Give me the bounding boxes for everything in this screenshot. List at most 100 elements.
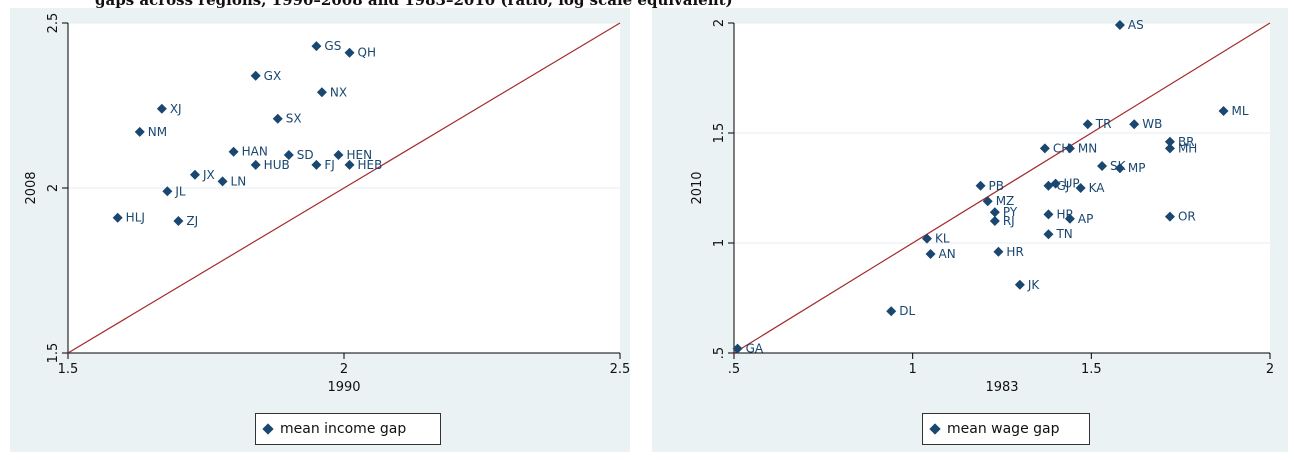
data-point-jx: [189, 169, 200, 180]
y-tick-label: 2: [712, 19, 727, 27]
point-label-jx: JX: [202, 168, 215, 182]
point-label-ga: GA: [746, 342, 764, 356]
data-point-ln: [217, 176, 228, 187]
data-point-ml: [1218, 106, 1229, 116]
point-label-jl: JL: [174, 184, 186, 198]
y-tick-label: 2: [46, 184, 61, 192]
x-tick-label: 1: [909, 362, 917, 377]
point-label-tn: TN: [1055, 227, 1072, 241]
data-point-br: [1164, 136, 1175, 147]
data-point-py: [989, 207, 1000, 218]
income-gap-legend: mean income gap: [255, 413, 441, 445]
data-point-hen: [333, 150, 344, 160]
point-label-ln: LN: [231, 174, 247, 188]
data-point-mz: [982, 196, 993, 207]
diamond-marker-icon: [262, 423, 274, 435]
point-label-xj: XJ: [170, 102, 182, 116]
point-label-qh: QH: [358, 46, 376, 60]
point-label-as: AS: [1128, 18, 1144, 32]
data-point-heb: [344, 159, 355, 170]
point-label-ch: CH: [1053, 141, 1070, 155]
x-axis-title: 1990: [327, 380, 360, 395]
point-label-fj: FJ: [324, 158, 334, 172]
data-point-hp: [1043, 209, 1054, 220]
point-label-wb: WB: [1142, 117, 1162, 131]
data-point-gj: [1043, 180, 1054, 191]
data-point-tn: [1043, 229, 1054, 240]
data-point-gs: [311, 41, 322, 52]
point-label-mz: MZ: [996, 194, 1015, 208]
point-label-sd: SD: [297, 148, 314, 162]
point-label-zj: ZJ: [186, 214, 198, 228]
data-point-mn: [1064, 143, 1075, 154]
x-tick-label: 1.5: [58, 362, 79, 377]
point-label-kl: KL: [935, 232, 950, 246]
point-label-mh: MH: [1178, 141, 1197, 155]
data-point-jl: [162, 186, 173, 197]
data-point-sx: [272, 113, 283, 124]
legend-label: mean wage gap: [947, 421, 1060, 437]
data-point-zj: [173, 216, 184, 226]
y-axis-title: 2010: [690, 171, 705, 204]
reference-line: [733, 22, 1271, 354]
point-label-an: AN: [939, 247, 956, 261]
wage-gap-scatter-plot: .511.52.511.5219832010ASMLTRWBBRMHCHMNSK…: [690, 18, 1274, 395]
point-label-br: BR: [1178, 135, 1195, 149]
data-point-hlj: [112, 212, 123, 223]
income-gap-scatter-plot: 1.5 2 2.5 1.5 2 2.5 1990 2008 GS QH GX NX XJ SX NM HAN S…: [24, 13, 630, 395]
data-point-qh: [344, 47, 355, 58]
data-point-nx: [316, 87, 327, 98]
reference-line: [67, 22, 621, 354]
point-label-pb: PB: [989, 179, 1004, 193]
point-label-nx: NX: [330, 85, 347, 99]
x-tick-label: 2: [1266, 362, 1274, 377]
point-label-or: OR: [1178, 210, 1196, 224]
diamond-marker-icon: [929, 423, 941, 435]
point-label-sx: SX: [286, 112, 302, 126]
data-point-hub: [250, 159, 261, 170]
data-point-xj: [156, 103, 167, 114]
data-point-ap: [1064, 213, 1075, 224]
point-label-mp: MP: [1128, 161, 1146, 175]
point-label-hr: HR: [1006, 245, 1023, 259]
x-tick-label: 2.5: [610, 362, 630, 377]
y-tick-label: 2.5: [46, 13, 61, 34]
y-tick-label: .5: [712, 347, 727, 359]
data-point-fj: [311, 159, 322, 170]
data-point-hr: [993, 246, 1004, 257]
point-label-mn: MN: [1078, 141, 1097, 155]
x-tick-label: 1.5: [1081, 362, 1102, 377]
point-label-py: PY: [1003, 205, 1018, 219]
point-label-ka: KA: [1089, 181, 1106, 195]
point-label-nm: NM: [148, 125, 167, 139]
data-point-ch: [1039, 143, 1050, 154]
data-point-ga: [732, 343, 743, 354]
data-point-wb: [1129, 119, 1140, 130]
data-point-jk: [1014, 279, 1025, 290]
cropped-header: gaps across regions, 1990–2008 and 1983–…: [0, 0, 1294, 8]
data-point-up: [1050, 178, 1061, 189]
data-point-mp: [1114, 163, 1125, 174]
cropped-header-text: gaps across regions, 1990–2008 and 1983–…: [95, 0, 1294, 8]
point-label-tr: TR: [1095, 117, 1112, 131]
point-label-gs: GS: [324, 39, 341, 53]
data-point-sd: [283, 150, 294, 160]
point-label-dl: DL: [899, 304, 915, 318]
x-tick-label: 2: [340, 362, 348, 377]
data-point-dl: [886, 306, 897, 317]
point-label-han: HAN: [242, 145, 268, 159]
legend-label: mean income gap: [280, 421, 407, 437]
point-label-ap: AP: [1078, 212, 1093, 226]
data-point-kl: [921, 233, 932, 244]
point-label-hlj: HLJ: [126, 211, 145, 225]
x-axis-title: 1983: [985, 380, 1018, 395]
point-label-gx: GX: [264, 69, 282, 83]
data-point-or: [1164, 211, 1175, 222]
point-label-jk: JK: [1027, 278, 1041, 292]
data-point-an: [925, 249, 936, 259]
point-label-heb: HEB: [358, 158, 383, 172]
data-point-pb: [975, 180, 986, 191]
point-label-gj: GJ: [1056, 179, 1069, 193]
point-label-ml: ML: [1232, 104, 1249, 118]
data-point-rj: [989, 216, 1000, 226]
